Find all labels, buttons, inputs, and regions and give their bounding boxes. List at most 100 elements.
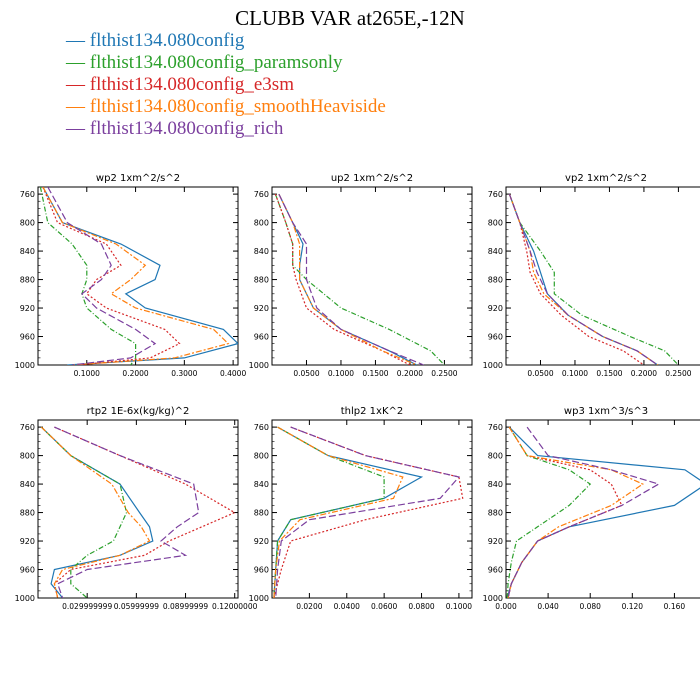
x-tick-label: 0.0600 xyxy=(371,602,397,611)
y-tick-label: 920 xyxy=(254,537,269,546)
x-tick-label: 0.2000 xyxy=(631,369,657,378)
chart-panel: vp2 1xm^2/s^2 760 800 840 880 920 960 1000 0.050… xyxy=(483,173,700,378)
panel-title: vp2 1xm^2/s^2 xyxy=(565,173,647,184)
x-tick-label: 0.000 xyxy=(495,602,517,611)
chart-panel: up2 1xm^2/s^2 760 800 840 880 920 960 1000 0.050… xyxy=(249,173,473,378)
y-tick-label: 1000 xyxy=(483,361,503,370)
series-line xyxy=(508,193,659,365)
x-tick-label: 0.120 xyxy=(622,602,644,611)
x-tick-label: 0.1500 xyxy=(362,369,388,378)
y-tick-label: 960 xyxy=(254,566,269,575)
y-tick-label: 960 xyxy=(254,333,269,342)
x-tick-label: 0.1000 xyxy=(328,369,354,378)
series-line xyxy=(42,187,238,365)
series-line xyxy=(42,187,230,365)
x-tick-label: 0.0400 xyxy=(334,602,360,611)
y-tick-label: 1000 xyxy=(249,361,269,370)
panel-title: rtp2 1E-6x(kg/kg)^2 xyxy=(87,406,190,417)
x-tick-label: 0.1000 xyxy=(562,369,588,378)
y-tick-label: 800 xyxy=(488,452,503,461)
y-tick-label: 800 xyxy=(254,219,269,228)
y-tick-label: 880 xyxy=(20,276,35,285)
panel-title: thlp2 1xK^2 xyxy=(341,406,404,417)
series-line xyxy=(507,426,645,598)
series-line xyxy=(275,426,461,598)
chart-panel: wp2 1xm^2/s^2 760 800 840 880 920 960 1000 0.100… xyxy=(15,173,247,378)
series-line xyxy=(273,426,464,598)
x-tick-label: 0.2000 xyxy=(122,369,148,378)
figure-title: CLUBB VAR at265E,-12N xyxy=(235,6,465,30)
chart-panel: rtp2 1E-6x(kg/kg)^2 760 800 840 880 920 960 100… xyxy=(15,406,258,611)
x-tick-label: 0.2000 xyxy=(397,369,423,378)
series-line xyxy=(40,426,128,598)
panel-title: wp3 1xm^3/s^3 xyxy=(564,406,648,417)
chart-panel: wp3 1xm^3/s^3 760 800 840 880 920 960 10000.000… xyxy=(483,406,700,611)
y-tick-label: 760 xyxy=(488,423,503,432)
y-tick-label: 880 xyxy=(20,509,35,518)
x-tick-label: 0.0500 xyxy=(293,369,319,378)
y-tick-label: 760 xyxy=(20,423,35,432)
x-tick-label: 0.1500 xyxy=(596,369,622,378)
y-tick-label: 960 xyxy=(488,566,503,575)
x-tick-label: 0.160 xyxy=(664,602,686,611)
series-line xyxy=(274,193,411,365)
y-tick-label: 760 xyxy=(254,190,269,199)
y-tick-label: 760 xyxy=(254,423,269,432)
y-tick-label: 760 xyxy=(488,190,503,199)
y-tick-label: 920 xyxy=(20,304,35,313)
y-tick-label: 1000 xyxy=(15,361,35,370)
plot-frame xyxy=(271,186,473,366)
x-tick-label: 0.05999999 xyxy=(114,602,160,611)
y-tick-label: 840 xyxy=(488,480,503,489)
y-tick-label: 880 xyxy=(488,276,503,285)
y-tick-label: 1000 xyxy=(15,594,35,603)
y-tick-label: 800 xyxy=(254,452,269,461)
y-tick-label: 840 xyxy=(254,247,269,256)
series-line xyxy=(273,426,424,598)
x-tick-label: 0.08999999 xyxy=(163,602,209,611)
plot-frame xyxy=(505,186,700,366)
y-tick-label: 840 xyxy=(254,480,269,489)
y-tick-label: 880 xyxy=(254,276,269,285)
y-tick-label: 880 xyxy=(488,509,503,518)
legend-entry: — flthist134.080config_rich xyxy=(66,118,284,139)
series-line xyxy=(508,193,679,365)
series-line xyxy=(54,426,200,598)
legend-entry: — flthist134.080config_paramsonly xyxy=(66,52,343,73)
y-tick-label: 840 xyxy=(20,247,35,256)
series-line xyxy=(40,426,151,598)
y-tick-label: 960 xyxy=(488,333,503,342)
y-tick-label: 920 xyxy=(254,304,269,313)
x-tick-label: 0.0500 xyxy=(527,369,553,378)
series-line xyxy=(47,187,157,365)
y-tick-label: 1000 xyxy=(249,594,269,603)
x-tick-label: 0.1000 xyxy=(74,369,100,378)
x-tick-label: 0.040 xyxy=(537,602,559,611)
legend-entry: — flthist134.080config_smoothHeaviside xyxy=(66,96,386,117)
series-line xyxy=(507,426,661,598)
legend-entry: — flthist134.080config xyxy=(66,30,245,51)
series-line xyxy=(508,193,659,365)
y-tick-label: 920 xyxy=(488,537,503,546)
x-tick-label: 0.3000 xyxy=(171,369,197,378)
series-line xyxy=(42,187,181,365)
y-tick-label: 920 xyxy=(488,304,503,313)
legend-entry: — flthist134.080config_e3sm xyxy=(66,74,294,95)
series-line xyxy=(278,193,418,365)
x-tick-label: 0.12000000 xyxy=(212,602,258,611)
chart-panel: thlp2 1xK^2 760 800 840 880 920 960 1000 0.0200 0… xyxy=(249,406,473,611)
plot-frame xyxy=(271,419,473,599)
y-tick-label: 800 xyxy=(20,452,35,461)
y-tick-label: 800 xyxy=(20,219,35,228)
series-line xyxy=(506,426,592,598)
y-tick-label: 960 xyxy=(20,333,35,342)
x-tick-label: 0.080 xyxy=(579,602,601,611)
series-line xyxy=(40,426,154,598)
y-tick-label: 920 xyxy=(20,537,35,546)
plot-frame xyxy=(37,419,239,599)
panel-title: up2 1xm^2/s^2 xyxy=(331,173,413,184)
y-tick-label: 1000 xyxy=(483,594,503,603)
plot-frame xyxy=(37,186,239,366)
x-tick-label: 0.0800 xyxy=(408,602,434,611)
